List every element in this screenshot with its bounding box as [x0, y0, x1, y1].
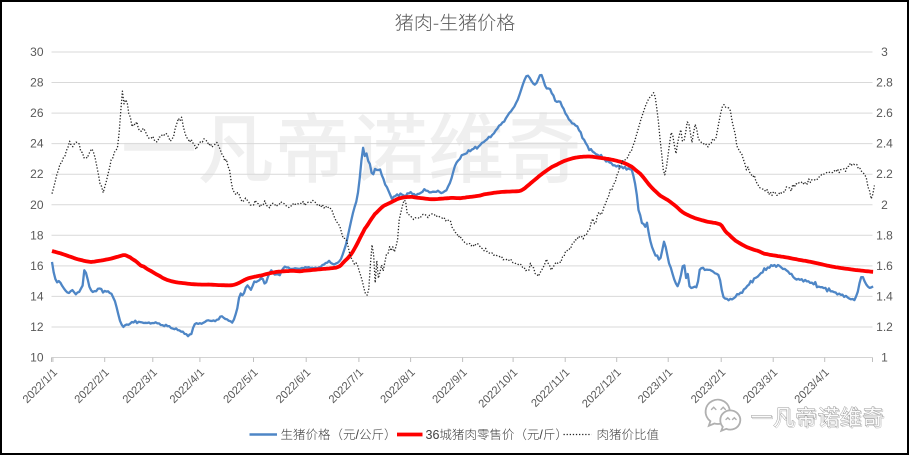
svg-text:2.8: 2.8	[876, 76, 893, 90]
svg-text:2: 2	[881, 198, 888, 212]
svg-text:14: 14	[30, 289, 44, 303]
svg-text:2.6: 2.6	[876, 106, 893, 120]
svg-text:12: 12	[30, 320, 44, 334]
svg-text:2.2: 2.2	[876, 167, 893, 181]
svg-text:1: 1	[881, 351, 888, 365]
svg-text:10: 10	[30, 351, 44, 365]
svg-text:1.4: 1.4	[876, 289, 893, 303]
svg-text:22: 22	[30, 167, 44, 181]
svg-text:18: 18	[30, 228, 44, 242]
svg-text:1.6: 1.6	[876, 259, 893, 273]
svg-text:36: 36	[426, 428, 440, 442]
svg-text:1.2: 1.2	[876, 320, 893, 334]
svg-text:24: 24	[30, 137, 44, 151]
svg-text:/: /	[539, 428, 543, 442]
svg-text:28: 28	[30, 76, 44, 90]
svg-text:26: 26	[30, 106, 44, 120]
svg-text:2.4: 2.4	[876, 137, 893, 151]
svg-text:30: 30	[30, 45, 44, 59]
svg-text:3: 3	[881, 45, 888, 59]
svg-text:1.8: 1.8	[876, 228, 893, 242]
svg-text:16: 16	[30, 259, 44, 273]
svg-text:20: 20	[30, 198, 44, 212]
svg-text:/: /	[356, 428, 360, 442]
